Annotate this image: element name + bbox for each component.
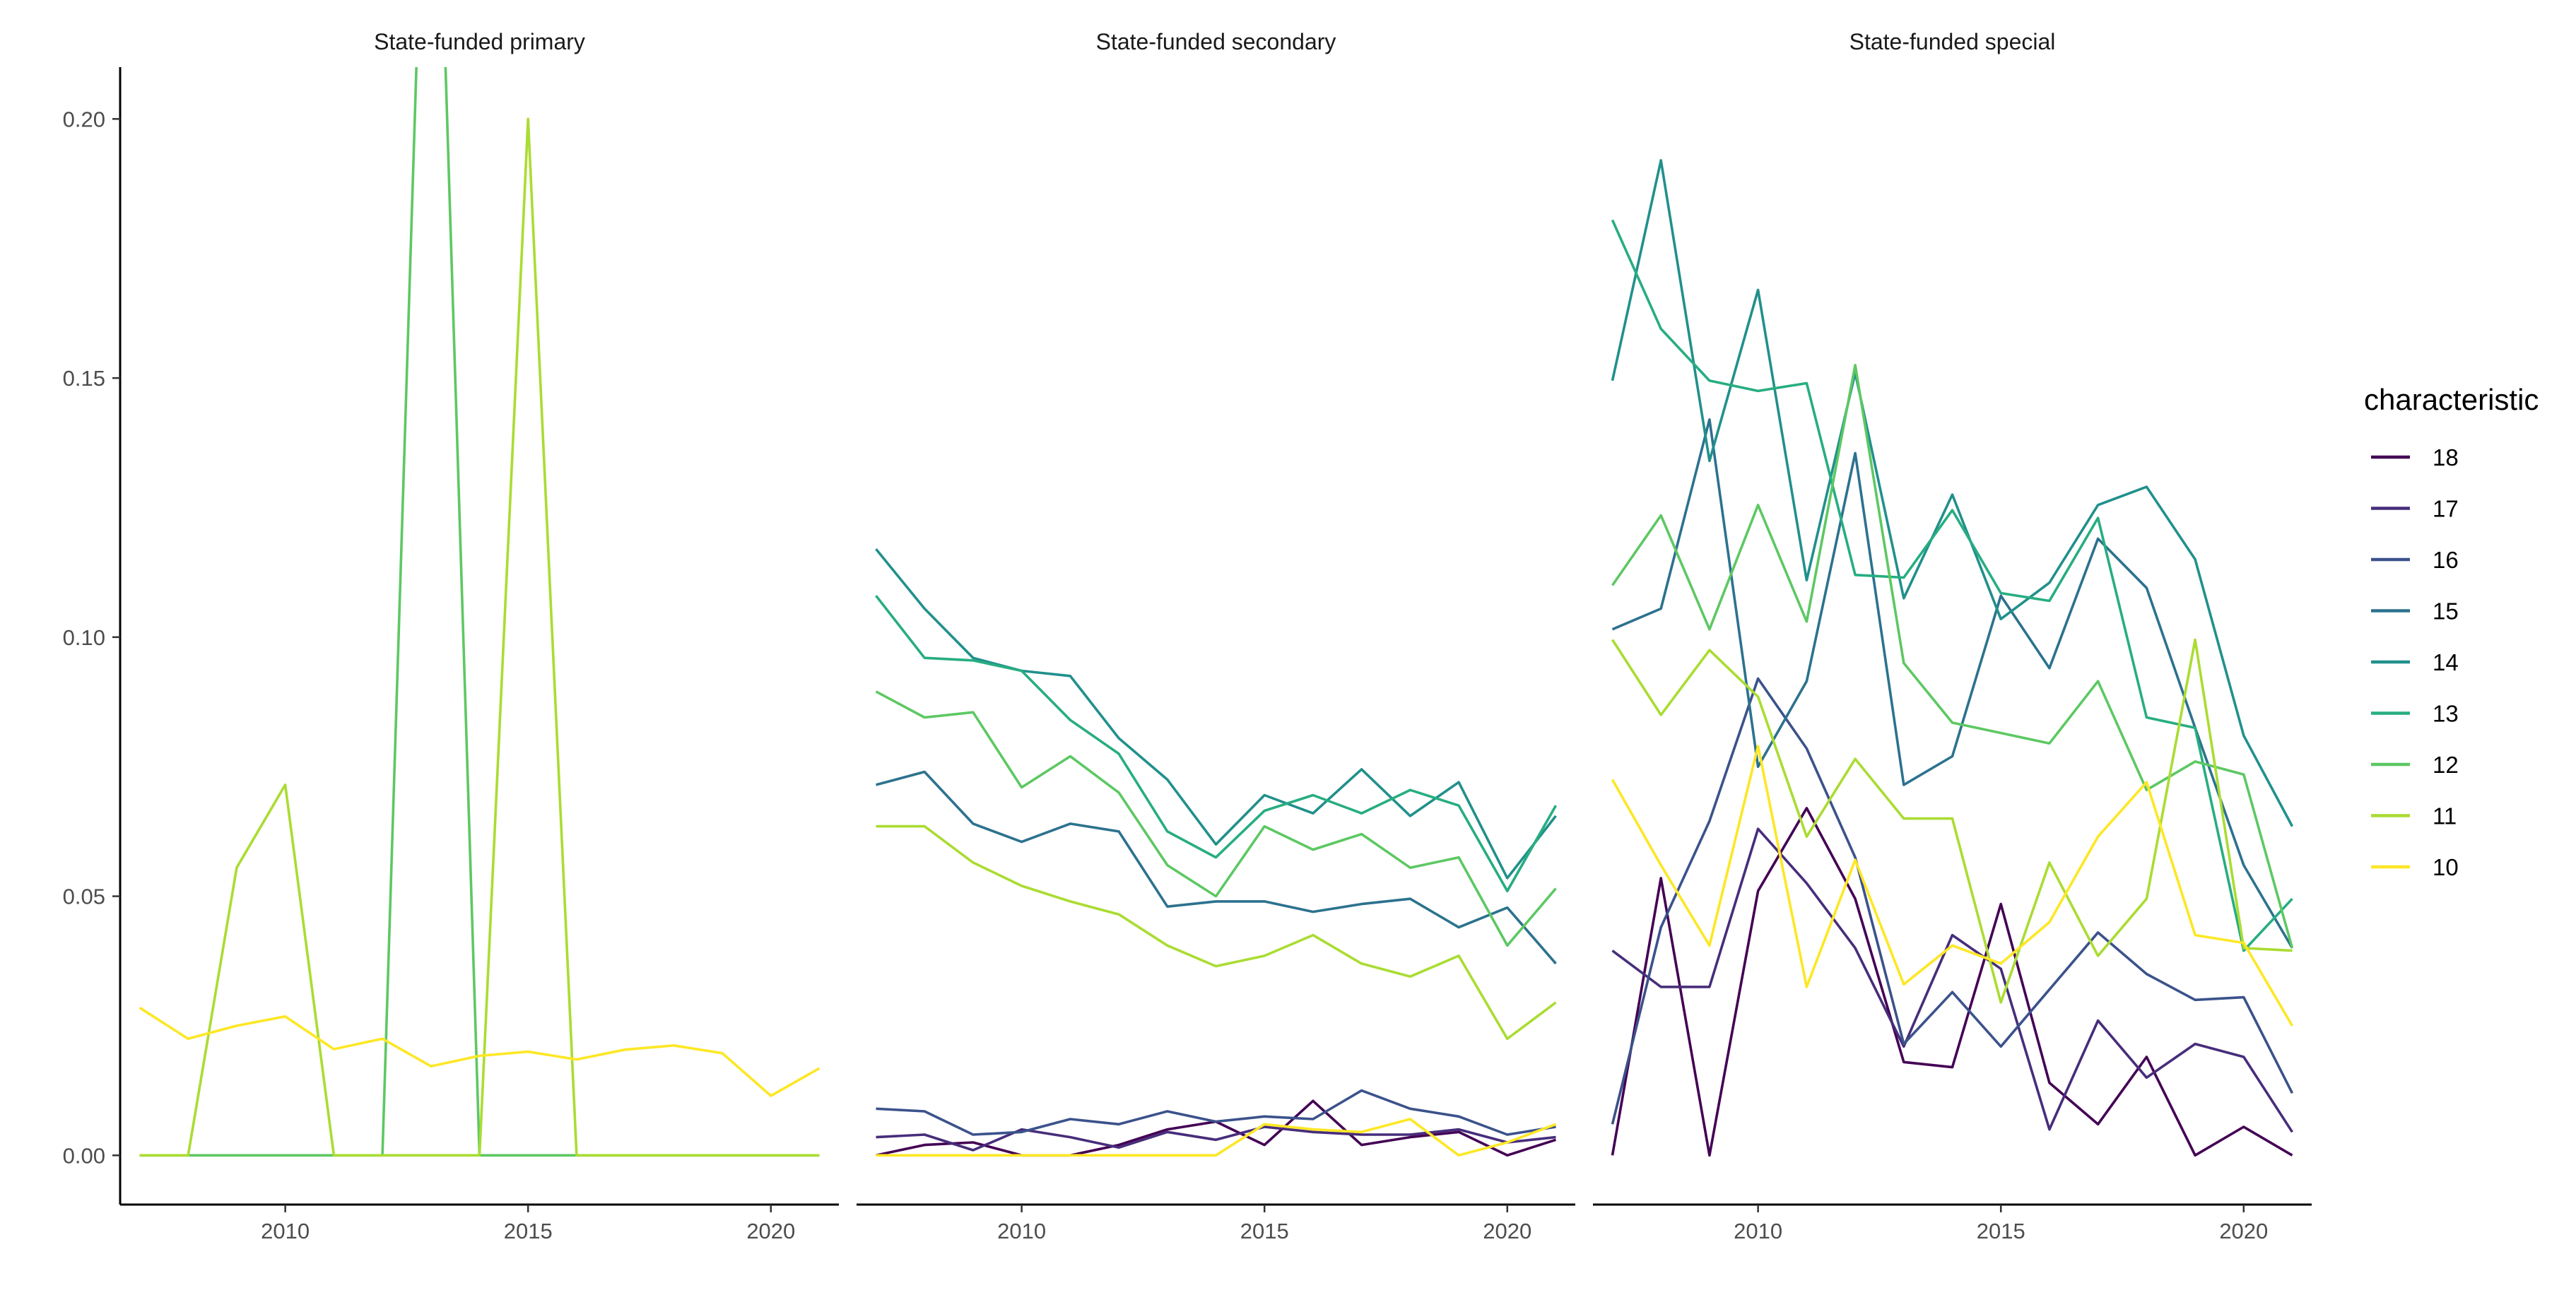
x-tick-label: 2015 bbox=[1977, 1219, 2025, 1243]
series-group bbox=[875, 548, 1558, 1157]
legend-label: 15 bbox=[2433, 598, 2459, 625]
series-line-17 bbox=[876, 1125, 1556, 1152]
legend-label: 12 bbox=[2433, 752, 2459, 778]
y-tick-label: 0.20 bbox=[63, 107, 105, 131]
y-tick-label: 0.00 bbox=[63, 1143, 105, 1168]
series-line-14 bbox=[1611, 159, 2294, 827]
x-tick-label: 2020 bbox=[746, 1219, 795, 1243]
legend-label: 18 bbox=[2433, 444, 2459, 471]
legend-label: 14 bbox=[2433, 649, 2459, 675]
legend: characteristic 18 17 16 15 14 13 12 11 10 bbox=[2364, 383, 2539, 880]
x-tick-label: 2010 bbox=[261, 1219, 310, 1243]
legend-label: 11 bbox=[2433, 803, 2457, 829]
x-tick-label: 2010 bbox=[997, 1219, 1046, 1243]
legend-item: 18 bbox=[2371, 444, 2459, 471]
facet-panels: State-funded primary 2010 2015 2020 0.00 0.05… bbox=[63, 29, 2312, 1243]
legend-item: 16 bbox=[2371, 547, 2459, 573]
legend-item: 15 bbox=[2371, 598, 2459, 625]
facet-title: State-funded special bbox=[1849, 29, 2056, 54]
series-line-16 bbox=[876, 1089, 1556, 1136]
y-tick-label: 0.15 bbox=[63, 366, 105, 391]
series-line-18 bbox=[1611, 807, 2293, 1157]
series-line-12 bbox=[875, 690, 1557, 947]
legend-label: 13 bbox=[2433, 701, 2459, 727]
facet-state-funded-primary: State-funded primary 2010 2015 2020 0.00 0.05… bbox=[63, 29, 839, 1243]
series-line-10 bbox=[1611, 745, 2294, 1027]
series-line-12 bbox=[139, 67, 820, 1157]
legend-item: 17 bbox=[2371, 496, 2459, 522]
legend-item: 13 bbox=[2371, 701, 2459, 727]
x-tick-label: 2015 bbox=[1240, 1219, 1289, 1243]
x-tick-label: 2010 bbox=[1734, 1219, 1782, 1243]
legend-item: 14 bbox=[2371, 649, 2459, 675]
y-tick-label: 0.10 bbox=[63, 625, 105, 650]
series-group bbox=[139, 67, 821, 1157]
series-line-15 bbox=[1611, 418, 2294, 949]
x-tick-label: 2020 bbox=[2219, 1219, 2268, 1243]
series-line-12 bbox=[1611, 363, 2294, 949]
series-line-13 bbox=[1611, 219, 2293, 952]
series-line-16 bbox=[1611, 677, 2294, 1125]
legend-label: 17 bbox=[2433, 496, 2459, 522]
legend-item: 12 bbox=[2371, 752, 2459, 778]
legend-item: 10 bbox=[2371, 854, 2459, 880]
legend-item: 11 bbox=[2371, 803, 2457, 829]
facet-state-funded-secondary: State-funded secondary 2010 2015 2020 bbox=[857, 29, 1575, 1243]
series-line-11 bbox=[1611, 638, 2293, 1004]
y-tick-label: 0.05 bbox=[63, 885, 105, 909]
series-line-14 bbox=[875, 548, 1557, 880]
series-line-11 bbox=[876, 824, 1557, 1041]
facet-state-funded-special: State-funded special 2010 2015 2020 bbox=[1593, 29, 2312, 1243]
series-line-15 bbox=[876, 770, 1557, 965]
series-group bbox=[1611, 159, 2294, 1157]
series-line-17 bbox=[1611, 827, 2294, 1133]
legend-title: characteristic bbox=[2364, 383, 2539, 416]
series-line-11 bbox=[139, 117, 820, 1157]
facet-title: State-funded primary bbox=[374, 29, 585, 54]
x-tick-label: 2015 bbox=[504, 1219, 553, 1243]
legend-label: 10 bbox=[2433, 854, 2459, 880]
series-line-13 bbox=[875, 595, 1558, 892]
x-tick-label: 2020 bbox=[1483, 1219, 1531, 1243]
legend-label: 16 bbox=[2433, 547, 2459, 573]
facet-title: State-funded secondary bbox=[1096, 29, 1336, 54]
series-line-10 bbox=[876, 1118, 1557, 1157]
series-line-10 bbox=[139, 1006, 821, 1097]
